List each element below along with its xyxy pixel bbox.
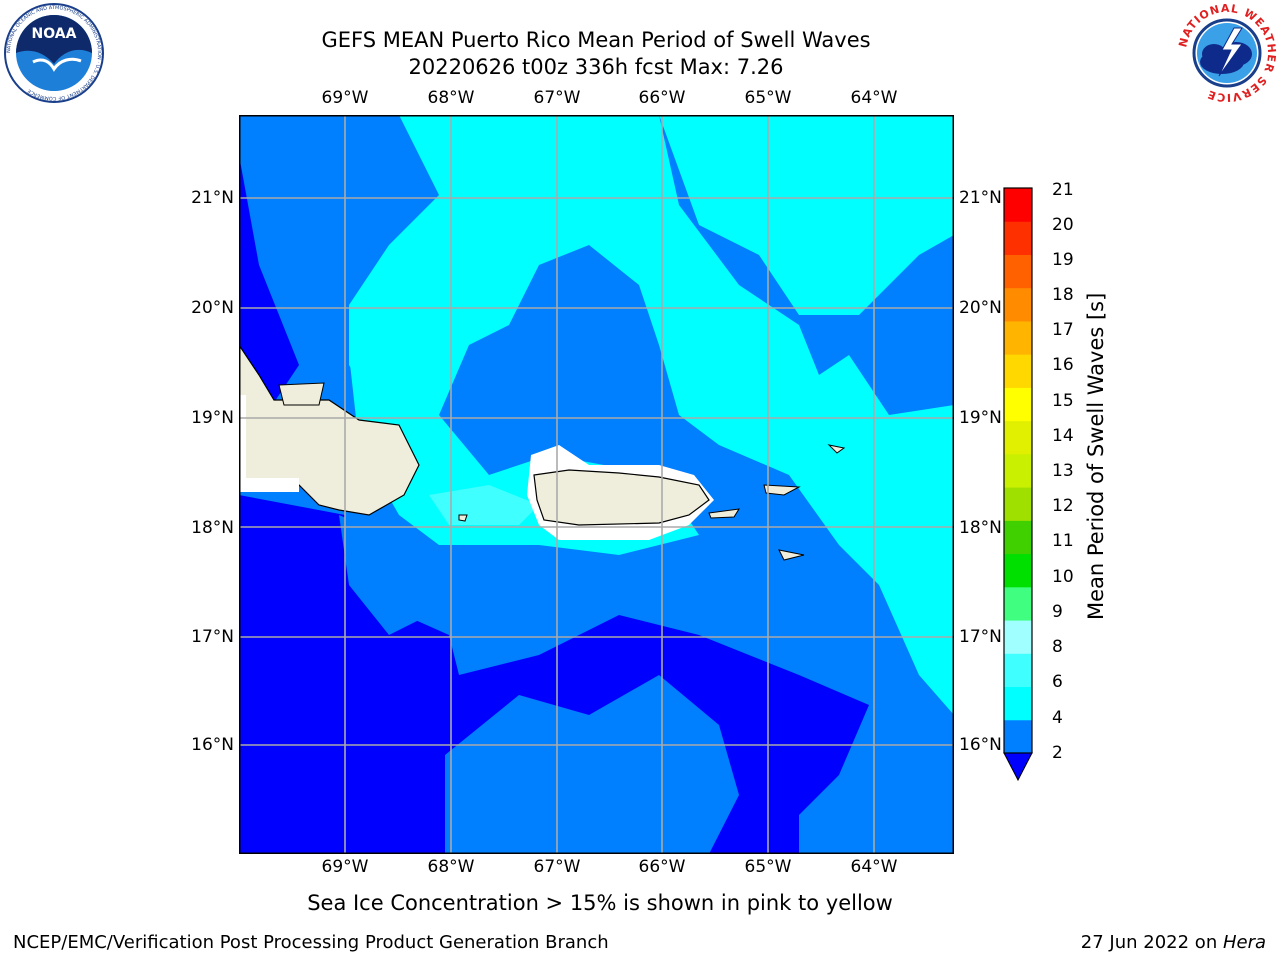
lon-label-bottom: 67°W bbox=[533, 857, 581, 877]
swell-band-8-9 bbox=[429, 485, 539, 525]
footer-branch: NCEP/EMC/Verification Post Processing Pr… bbox=[13, 932, 609, 953]
colorbar-segment bbox=[1004, 287, 1032, 322]
sea-ice-note: Sea Ice Concentration > 15% is shown in … bbox=[307, 891, 893, 915]
lon-label-bottom: 68°W bbox=[427, 857, 475, 877]
lat-label-right: 17°N bbox=[959, 627, 1002, 647]
colorbar-segment bbox=[1004, 487, 1032, 521]
lon-label-bottom: 69°W bbox=[321, 857, 369, 877]
mona-island bbox=[458, 514, 468, 522]
colorbar-tick: 4 bbox=[1052, 708, 1063, 728]
anegada-island bbox=[827, 444, 846, 454]
puerto-rico-landmass bbox=[533, 469, 710, 526]
swell-band-6-8 bbox=[659, 115, 954, 315]
colorbar-tick: 15 bbox=[1052, 391, 1074, 411]
graticule bbox=[239, 115, 954, 854]
lon-label-top: 69°W bbox=[321, 88, 369, 108]
colorbar-segment bbox=[1004, 586, 1032, 621]
lat-label-right: 16°N bbox=[959, 735, 1002, 755]
noaa-logo: NOAA NATIONAL OCEANIC AND ATMOSPHERIC AD… bbox=[4, 3, 104, 103]
lat-label-left: 19°N bbox=[191, 408, 234, 428]
colorbar-tick: 13 bbox=[1052, 461, 1074, 481]
map-frame bbox=[239, 115, 954, 854]
swell-band-4-6 bbox=[339, 515, 449, 635]
colorbar-tick: 20 bbox=[1052, 215, 1074, 235]
lat-label-right: 19°N bbox=[959, 408, 1002, 428]
swell-band-6-8 bbox=[349, 115, 954, 715]
colorbar-tick: 8 bbox=[1052, 637, 1063, 657]
colorbar-tick: 17 bbox=[1052, 320, 1074, 340]
lon-label-top: 67°W bbox=[533, 88, 581, 108]
colorbar bbox=[1003, 187, 1033, 782]
colorbar-segment bbox=[1004, 320, 1032, 355]
colorbar-segment bbox=[1004, 254, 1032, 289]
colorbar-segment bbox=[1004, 453, 1032, 488]
tortuga-island bbox=[278, 382, 325, 406]
footer-date: 27 Jun 2022 on bbox=[1080, 932, 1223, 953]
lat-label-right: 20°N bbox=[959, 298, 1002, 318]
noaa-logo-text: NOAA bbox=[32, 26, 77, 42]
colorbar-label: Mean Period of Swell Waves [s] bbox=[1084, 292, 1108, 620]
colorbar-segment bbox=[1004, 354, 1032, 388]
colorbar-segment bbox=[1004, 553, 1032, 588]
colorbar-tick: 21 bbox=[1052, 180, 1074, 200]
colorbar-extend-arrow bbox=[1003, 752, 1033, 782]
swell-band-4-6 bbox=[445, 675, 739, 854]
colorbar-tick: 12 bbox=[1052, 496, 1074, 516]
colorbar-tick: 19 bbox=[1052, 250, 1074, 270]
colorbar-tick: 9 bbox=[1052, 602, 1063, 622]
colorbar-segment bbox=[1004, 653, 1032, 688]
lon-label-bottom: 65°W bbox=[744, 857, 792, 877]
lat-label-right: 21°N bbox=[959, 188, 1002, 208]
map-panel bbox=[239, 115, 954, 854]
lon-label-top: 68°W bbox=[427, 88, 475, 108]
colorbar-tick: 2 bbox=[1052, 743, 1063, 763]
nws-logo: NATIONAL WEATHER SERVICE bbox=[1176, 2, 1277, 104]
colorbar-segment bbox=[1004, 221, 1032, 255]
colorbar-segment bbox=[1004, 719, 1032, 754]
lon-label-bottom: 66°W bbox=[638, 857, 686, 877]
lon-label-bottom: 64°W bbox=[850, 857, 898, 877]
colorbar-segment bbox=[1004, 420, 1032, 455]
chart-title-line2: 20220626 t00z 336h fcst Max: 7.26 bbox=[408, 55, 784, 79]
colorbar-tick: 11 bbox=[1052, 531, 1074, 551]
colorbar-segment bbox=[1004, 620, 1032, 654]
lon-label-top: 64°W bbox=[850, 88, 898, 108]
lat-label-right: 18°N bbox=[959, 518, 1002, 538]
lon-label-top: 65°W bbox=[744, 88, 792, 108]
st-croix-island bbox=[778, 549, 805, 561]
lat-label-left: 16°N bbox=[191, 735, 234, 755]
colorbar-segment bbox=[1004, 387, 1032, 422]
footer-date-block: 27 Jun 2022 on Hera bbox=[1081, 932, 1266, 953]
virgin-islands bbox=[763, 484, 801, 496]
lat-label-left: 20°N bbox=[191, 298, 234, 318]
colorbar-segment bbox=[1004, 520, 1032, 555]
colorbar-tick: 14 bbox=[1052, 426, 1074, 446]
colorbar-tick: 18 bbox=[1052, 285, 1074, 305]
lat-label-left: 21°N bbox=[191, 188, 234, 208]
lat-label-left: 18°N bbox=[191, 518, 234, 538]
colorbar-frame bbox=[1003, 187, 1033, 754]
colorbar-segment bbox=[1004, 686, 1032, 721]
colorbar-tick: 6 bbox=[1052, 672, 1063, 692]
vieques-island bbox=[708, 508, 740, 519]
colorbar-segment bbox=[1004, 188, 1032, 222]
lon-label-top: 66°W bbox=[638, 88, 686, 108]
hispaniola-mask bbox=[239, 395, 299, 492]
footer-machine: Hera bbox=[1222, 932, 1266, 953]
chart-title-line1: GEFS MEAN Puerto Rico Mean Period of Swe… bbox=[321, 28, 871, 52]
colorbar-tick: 10 bbox=[1052, 567, 1074, 587]
lat-label-left: 17°N bbox=[191, 627, 234, 647]
colorbar-tick: 16 bbox=[1052, 355, 1074, 375]
